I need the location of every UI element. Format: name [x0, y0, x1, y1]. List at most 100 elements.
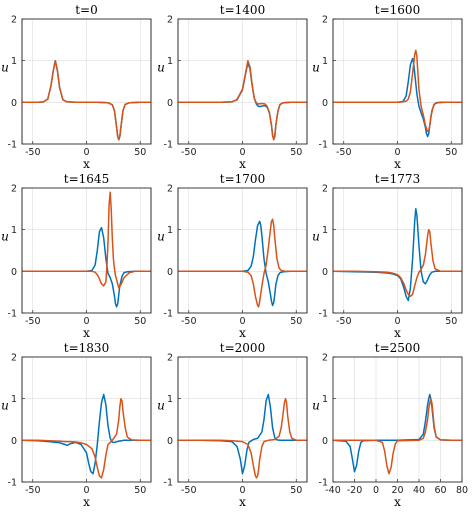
x-tick-label: 50 — [290, 485, 302, 496]
series-line-2 — [178, 397, 307, 479]
x-axis-label: x — [239, 157, 246, 171]
x-tick-label: -40 — [325, 485, 341, 496]
y-tick-label: 1 — [322, 56, 328, 67]
y-axis-label: u — [1, 61, 9, 75]
plot-border — [21, 356, 152, 483]
x-tick-label: 50 — [445, 316, 457, 327]
y-axis-label: u — [312, 230, 320, 244]
x-tick-label: -50 — [25, 485, 41, 496]
y-tick-label: 1 — [322, 225, 328, 236]
x-tick-label: 50 — [134, 316, 146, 327]
series-line-2 — [22, 397, 151, 479]
subplot-1: -50 0 50 -1 0 1 2 t=0 x u — [1, 3, 152, 171]
x-tick-label: 50 — [445, 147, 457, 158]
subplot-4: -50 0 50 -1 0 1 2 t=1645 x u — [1, 172, 152, 340]
y-tick-label: 2 — [167, 184, 173, 195]
subplot-8: -50 0 50 -1 0 1 2 t=2000 x u — [157, 341, 308, 509]
series-line-1 — [22, 226, 151, 308]
x-tick-label: -50 — [336, 147, 352, 158]
y-axis-label: u — [312, 399, 320, 413]
x-axis-label: x — [239, 326, 246, 340]
x-tick-label: 50 — [134, 147, 146, 158]
y-tick-label: -1 — [8, 140, 17, 151]
x-axis-label: x — [394, 157, 401, 171]
y-axis-label: u — [1, 230, 9, 244]
y-tick-label: 0 — [11, 267, 17, 278]
plot-border — [177, 356, 308, 483]
subplot-2: -50 0 50 -1 0 1 2 t=1400 x u — [157, 3, 308, 171]
x-tick-label: -50 — [181, 316, 197, 327]
x-axis-label: x — [83, 495, 90, 509]
x-tick-label: -50 — [336, 316, 352, 327]
plot-border — [177, 18, 308, 145]
series-line-2 — [333, 49, 462, 133]
series-line-2 — [178, 218, 307, 308]
x-tick-label: 0 — [239, 316, 245, 327]
subplot-7: -50 0 50 -1 0 1 2 t=1830 x u — [1, 341, 152, 509]
subplot-5: -50 0 50 -1 0 1 2 t=1700 x u — [157, 172, 308, 340]
plot-border — [332, 356, 463, 483]
x-tick-label: 50 — [134, 485, 146, 496]
x-axis-label: x — [239, 495, 246, 509]
series-line-2 — [333, 397, 462, 475]
series-line-1 — [332, 208, 462, 302]
x-tick-label: 0 — [83, 485, 89, 496]
y-tick-label: 1 — [167, 225, 173, 236]
x-tick-label: -50 — [181, 147, 197, 158]
y-tick-label: -1 — [164, 478, 173, 489]
y-tick-label: 2 — [11, 353, 17, 364]
x-tick-label: 40 — [413, 485, 425, 496]
y-tick-label: 0 — [11, 98, 17, 109]
x-tick-label: -50 — [25, 147, 41, 158]
y-tick-label: 0 — [322, 267, 328, 278]
y-tick-label: 2 — [167, 353, 173, 364]
subplot-title: t=1400 — [220, 3, 265, 17]
plot-border — [21, 187, 152, 314]
plot-border — [332, 187, 463, 314]
y-tick-label: 0 — [322, 98, 328, 109]
y-tick-label: 0 — [167, 436, 173, 447]
y-tick-label: 1 — [167, 394, 173, 405]
y-tick-label: 0 — [11, 436, 17, 447]
subplot-title: t=2000 — [220, 341, 265, 355]
x-tick-label: 50 — [290, 316, 302, 327]
series-line-2 — [178, 59, 307, 141]
y-tick-label: -1 — [8, 478, 17, 489]
x-tick-label: -50 — [181, 485, 197, 496]
y-tick-label: 2 — [167, 15, 173, 26]
y-tick-label: 1 — [167, 56, 173, 67]
x-tick-label: 0 — [373, 485, 379, 496]
y-axis-label: u — [312, 61, 320, 75]
series-line-2 — [333, 228, 462, 298]
y-tick-label: 2 — [322, 15, 328, 26]
y-tick-label: -1 — [319, 478, 328, 489]
subplot-3: -50 0 50 -1 0 1 2 t=1600 x u — [312, 3, 463, 171]
y-axis-label: u — [157, 230, 165, 244]
y-tick-label: 2 — [11, 184, 17, 195]
series-line-2 — [22, 59, 151, 141]
x-axis-label: x — [394, 495, 401, 509]
subplot-6: -50 0 50 -1 0 1 2 t=1773 x u — [312, 172, 463, 340]
y-tick-label: 2 — [322, 184, 328, 195]
series-line-1 — [178, 220, 307, 307]
y-tick-label: 0 — [167, 267, 173, 278]
y-axis-label: u — [157, 61, 165, 75]
y-tick-label: 1 — [11, 56, 17, 67]
y-tick-label: -1 — [8, 309, 17, 320]
x-tick-label: 80 — [456, 485, 468, 496]
x-tick-label: 0 — [394, 316, 400, 327]
y-tick-label: 0 — [167, 98, 173, 109]
series-line-1 — [21, 393, 151, 475]
x-tick-label: 0 — [83, 147, 89, 158]
y-tick-label: 2 — [322, 353, 328, 364]
x-tick-label: 60 — [434, 485, 446, 496]
series-line-2 — [22, 191, 151, 289]
subplot-title: t=1600 — [375, 3, 420, 17]
series-line-1 — [178, 393, 307, 475]
y-axis-label: u — [1, 399, 9, 413]
y-tick-label: 1 — [11, 225, 17, 236]
y-tick-label: -1 — [164, 140, 173, 151]
x-axis-label: x — [394, 326, 401, 340]
y-tick-label: -1 — [319, 140, 328, 151]
